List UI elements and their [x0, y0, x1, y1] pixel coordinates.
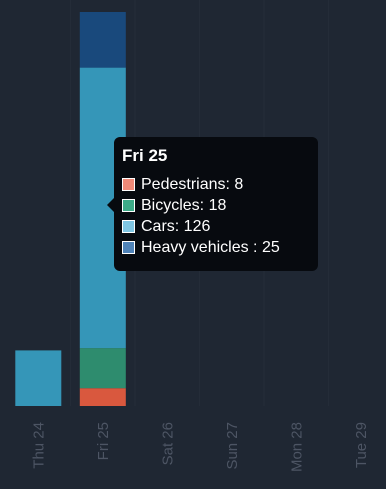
- bar-segment-heavy-vehicles[interactable]: [80, 12, 126, 68]
- tooltip-row-pedestrians: Pedestrians: 8: [122, 174, 318, 195]
- heavy-vehicles-swatch: [122, 241, 135, 254]
- tooltip-pointer: [107, 198, 114, 212]
- chart-tooltip: Fri 25 Pedestrians: 8 Bicycles: 18 Cars:…: [114, 137, 318, 271]
- cars-swatch: [122, 220, 135, 233]
- x-tick-label: Thu 24: [30, 422, 47, 469]
- tooltip-row-heavy-vehicles: Heavy vehicles : 25: [122, 237, 318, 258]
- tooltip-row-text: Cars: 126: [141, 216, 210, 237]
- tooltip-row-text: Bicycles: 18: [141, 195, 226, 216]
- x-tick-label: Sat 26: [159, 422, 176, 465]
- tooltip-row-text: Heavy vehicles : 25: [141, 237, 280, 258]
- x-axis-tick-labels: Thu 24 Fri 25 Sat 26 Sun 27 Mon 28 Tue 29: [30, 422, 370, 472]
- tooltip-row-bicycles: Bicycles: 18: [122, 195, 318, 216]
- x-tick-label: Sun 27: [224, 422, 241, 470]
- x-tick-label: Fri 25: [95, 422, 112, 460]
- x-tick-label: Mon 28: [288, 422, 305, 472]
- x-tick-label: Tue 29: [353, 422, 370, 468]
- bar-segment-cars[interactable]: [15, 350, 61, 406]
- bar-segment-bicycles[interactable]: [80, 348, 126, 388]
- tooltip-row-cars: Cars: 126: [122, 216, 318, 237]
- pedestrians-swatch: [122, 178, 135, 191]
- bicycles-swatch: [122, 199, 135, 212]
- bar-segment-pedestrians[interactable]: [80, 388, 126, 406]
- tooltip-title: Fri 25: [122, 146, 318, 166]
- tooltip-row-text: Pedestrians: 8: [141, 174, 243, 195]
